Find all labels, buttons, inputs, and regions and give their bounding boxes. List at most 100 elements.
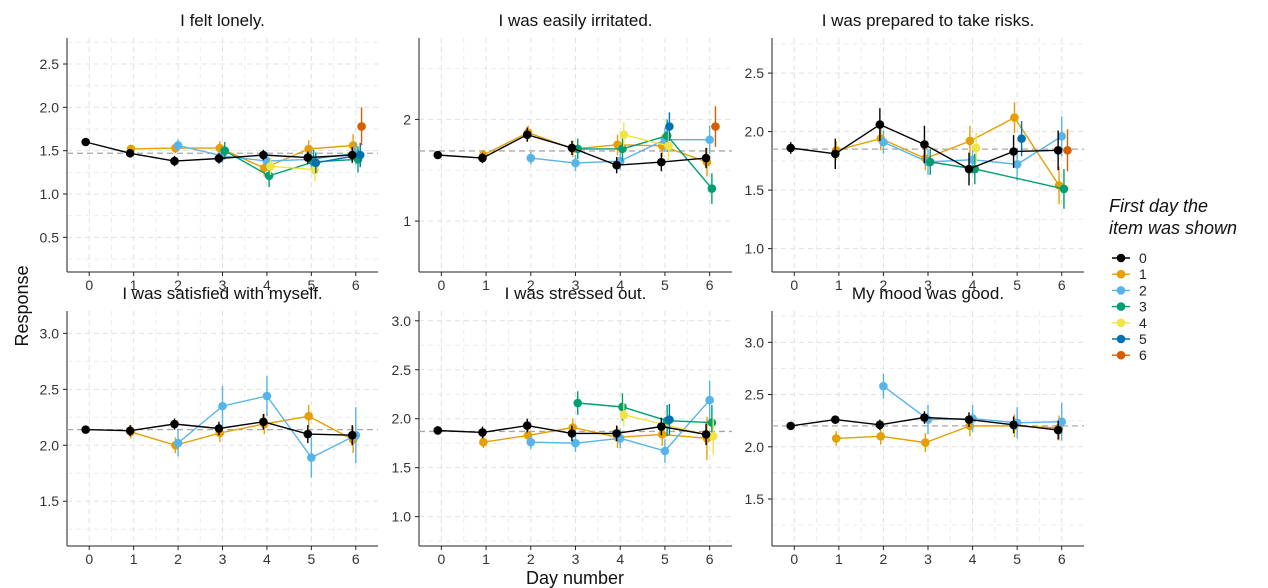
series-6 bbox=[1063, 129, 1072, 172]
series-5 bbox=[665, 404, 674, 436]
data-point bbox=[125, 148, 135, 158]
data-point bbox=[1053, 425, 1063, 435]
data-point bbox=[657, 422, 666, 431]
data-point bbox=[1057, 131, 1067, 141]
data-point bbox=[665, 415, 674, 424]
y-tick-label: 1.5 bbox=[745, 491, 765, 507]
data-point bbox=[266, 161, 275, 171]
x-tick-label: 6 bbox=[1058, 277, 1066, 293]
series-0 bbox=[786, 108, 1063, 186]
panel-2: 0 1 2 3 4 5 6 1 2 I was easily irritated. bbox=[403, 11, 732, 293]
y-tick-label: 2.5 bbox=[745, 65, 765, 81]
legend-key-point bbox=[1116, 302, 1126, 311]
x-tick-label: 1 bbox=[482, 551, 490, 567]
y-tick-label: 1.0 bbox=[745, 241, 765, 257]
data-point bbox=[214, 154, 224, 163]
data-point bbox=[786, 421, 796, 431]
series-0 bbox=[433, 127, 711, 174]
data-point bbox=[619, 130, 629, 139]
data-point bbox=[571, 158, 580, 168]
series-6 bbox=[711, 106, 720, 147]
x-tick-label: 5 bbox=[661, 551, 669, 567]
x-tick-label: 6 bbox=[352, 277, 360, 293]
data-point bbox=[311, 158, 321, 168]
data-point bbox=[705, 395, 714, 405]
data-point bbox=[303, 153, 313, 162]
data-point bbox=[573, 398, 583, 408]
data-point bbox=[701, 430, 711, 439]
y-tick-label: 3.0 bbox=[745, 334, 765, 350]
data-point bbox=[920, 413, 929, 422]
panel-title: I was easily irritated. bbox=[499, 11, 653, 30]
legend-item-5: 5 bbox=[1112, 331, 1147, 347]
data-point bbox=[786, 143, 796, 153]
data-point bbox=[701, 153, 711, 163]
panel-3: 0 1 2 3 4 5 6 1.0 1.5 2.0 2.5 I was prepared to tak… bbox=[745, 11, 1084, 293]
panel-title: I was satisfied with myself. bbox=[122, 284, 322, 303]
y-axis-title: Response bbox=[12, 265, 32, 346]
x-tick-label: 3 bbox=[924, 551, 932, 567]
series-line bbox=[483, 131, 708, 163]
x-tick-label: 2 bbox=[527, 551, 535, 567]
x-tick-label: 5 bbox=[1013, 551, 1021, 567]
data-point bbox=[1010, 113, 1019, 122]
legend-item-4: 4 bbox=[1112, 315, 1147, 331]
data-point bbox=[707, 418, 717, 427]
panel-5: 0 1 2 3 4 5 6 1.0 1.5 2.0 2.5 3.0 I was stressed out… bbox=[392, 284, 732, 567]
data-point bbox=[925, 157, 935, 167]
data-point bbox=[81, 425, 90, 434]
x-tick-label: 3 bbox=[924, 277, 932, 293]
y-tick-label: 2.0 bbox=[392, 411, 412, 427]
data-point bbox=[571, 438, 580, 448]
y-tick-label: 1.5 bbox=[392, 460, 412, 476]
series-1 bbox=[126, 134, 358, 177]
data-point bbox=[522, 421, 532, 430]
data-point bbox=[876, 432, 886, 441]
y-tick-label: 2.0 bbox=[40, 99, 60, 115]
data-point bbox=[660, 446, 670, 456]
series-line bbox=[130, 415, 354, 447]
x-tick-label: 2 bbox=[174, 551, 182, 567]
legend-key-point bbox=[1116, 253, 1126, 263]
x-tick-label: 0 bbox=[790, 551, 798, 567]
data-point bbox=[662, 131, 672, 140]
y-tick-label: 2.5 bbox=[392, 362, 412, 378]
data-point bbox=[1012, 160, 1022, 169]
x-tick-label: 5 bbox=[307, 277, 315, 293]
legend-key-point bbox=[1116, 269, 1126, 279]
y-tick-label: 2.0 bbox=[745, 439, 765, 455]
x-tick-label: 3 bbox=[572, 277, 580, 293]
y-tick-label: 1.0 bbox=[392, 509, 412, 525]
data-point bbox=[220, 146, 230, 155]
legend-key-point bbox=[1116, 334, 1126, 344]
x-axis-title: Day number bbox=[526, 568, 624, 588]
y-tick-label: 0.5 bbox=[40, 229, 60, 245]
series-3 bbox=[925, 149, 1069, 209]
y-tick-label: 2.0 bbox=[745, 124, 765, 140]
x-tick-label: 3 bbox=[572, 551, 580, 567]
series-line bbox=[483, 426, 708, 443]
data-point bbox=[218, 401, 227, 411]
x-tick-label: 5 bbox=[1013, 277, 1021, 293]
x-tick-label: 2 bbox=[527, 277, 535, 293]
legend-item-3: 3 bbox=[1112, 299, 1147, 315]
legend-title-line-1: First day the bbox=[1109, 196, 1208, 216]
panel-title: I was prepared to take risks. bbox=[822, 11, 1035, 30]
data-point bbox=[708, 432, 718, 441]
legend-item-0: 0 bbox=[1112, 250, 1147, 266]
x-tick-label: 1 bbox=[482, 277, 490, 293]
series-5 bbox=[665, 112, 674, 141]
x-tick-label: 0 bbox=[85, 551, 93, 567]
data-point bbox=[1009, 147, 1018, 156]
series-3 bbox=[220, 142, 363, 188]
series-4 bbox=[971, 132, 981, 164]
panel-4: 0 1 2 3 4 5 6 1.5 2.0 2.5 3.0 I was satisfied with … bbox=[40, 284, 378, 567]
y-tick-label: 2.5 bbox=[745, 387, 765, 403]
panel-title: I was stressed out. bbox=[505, 284, 647, 303]
data-point bbox=[657, 157, 666, 167]
data-point bbox=[1063, 146, 1072, 155]
data-point bbox=[965, 136, 975, 146]
series-1 bbox=[831, 102, 1064, 205]
